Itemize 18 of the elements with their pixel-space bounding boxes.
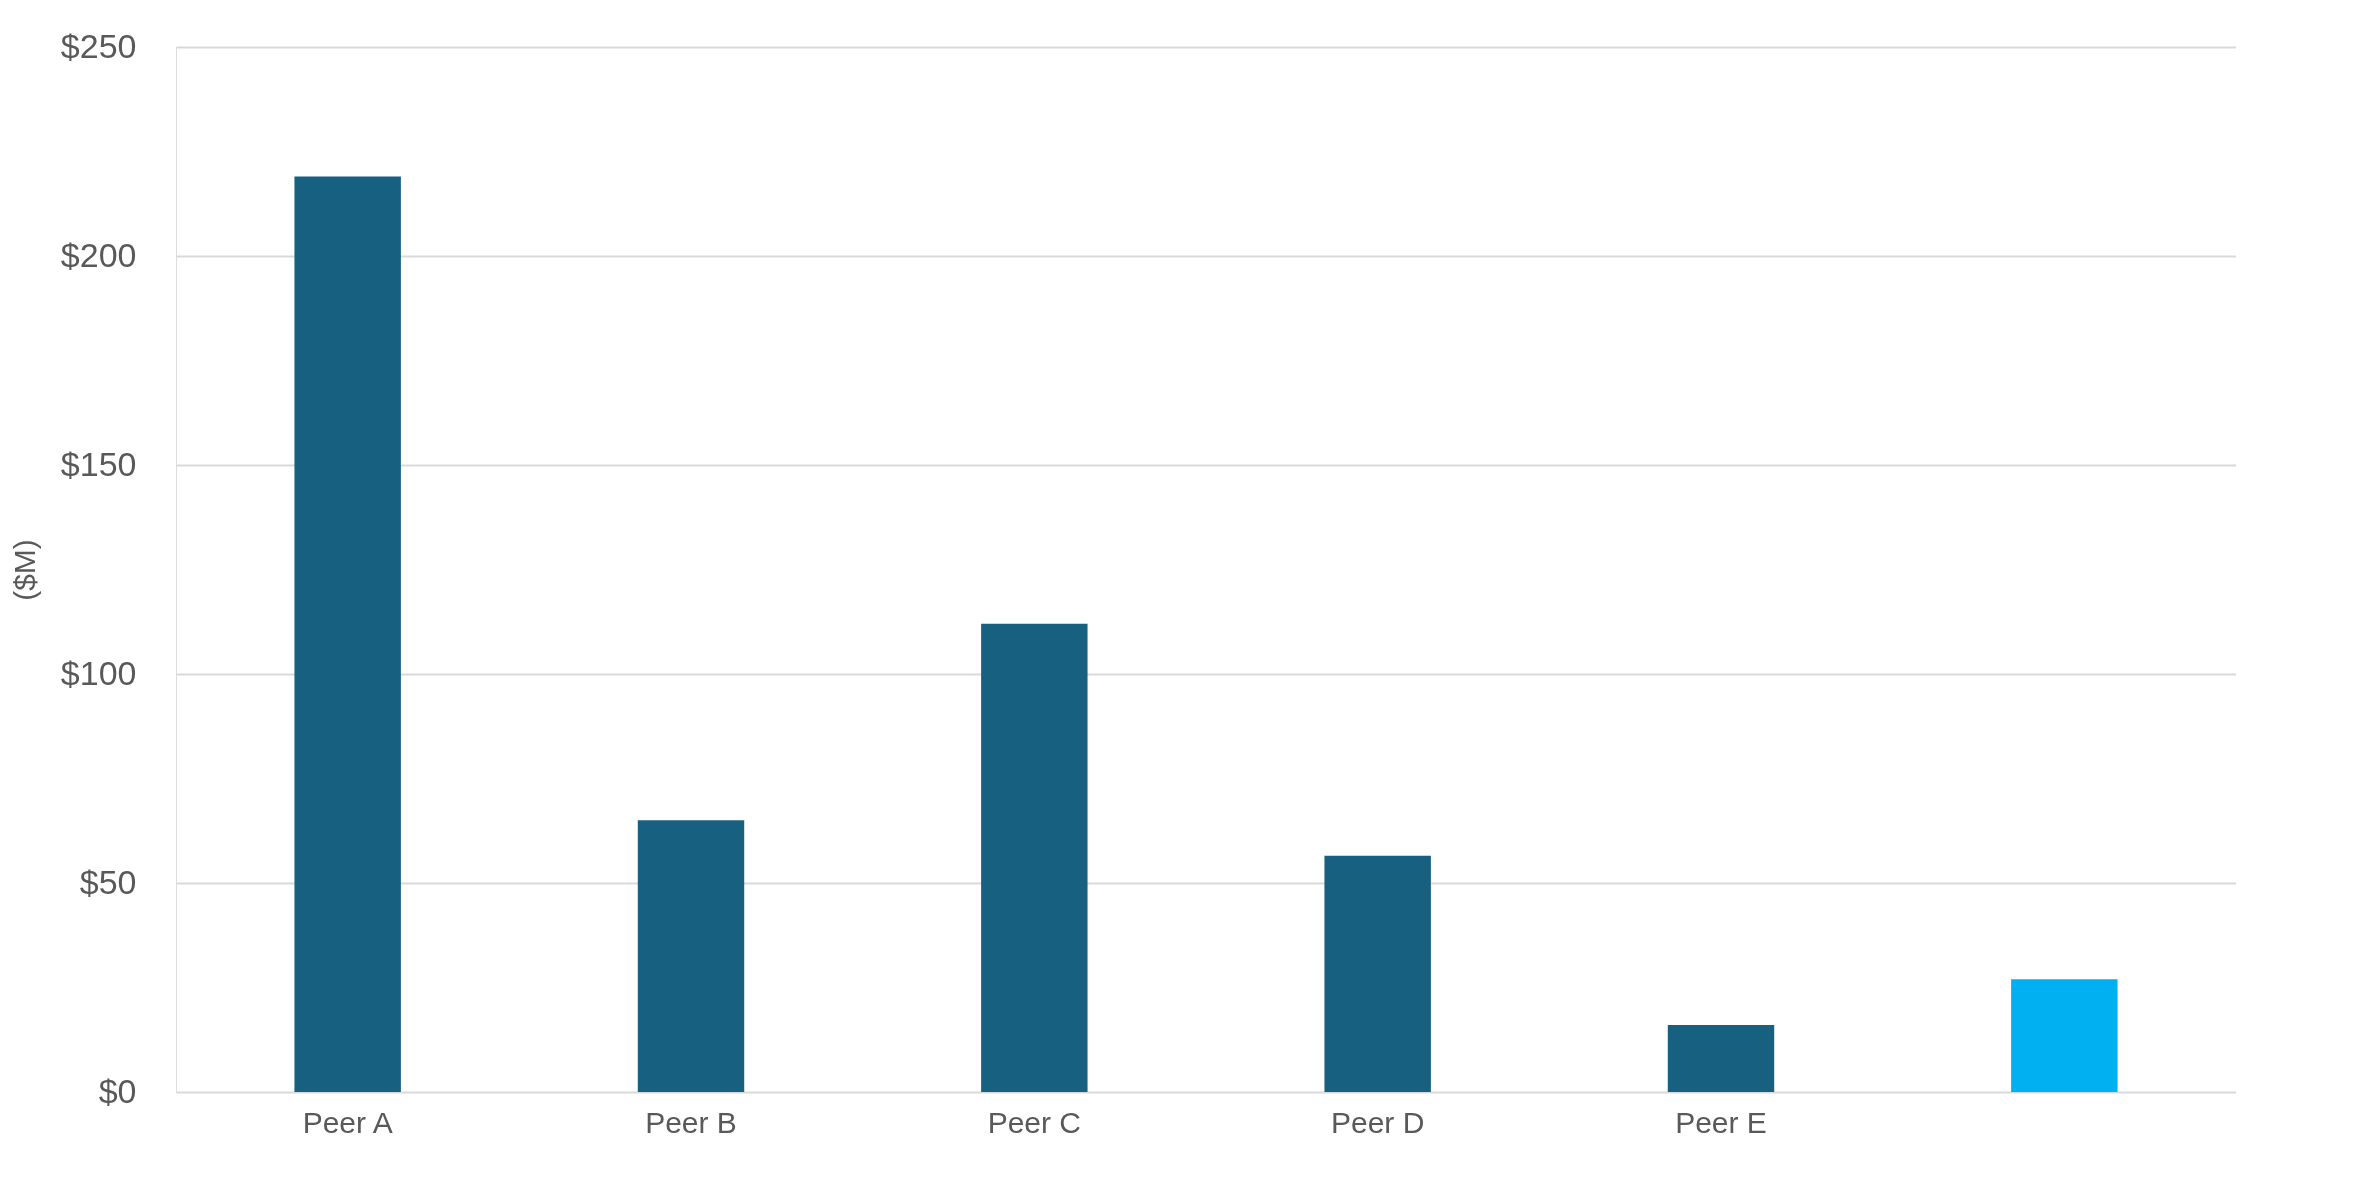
bar (2011, 979, 2118, 1092)
y-tick-label: $50 (79, 862, 137, 901)
bar (294, 176, 401, 1092)
x-tick-label: Peer D (1330, 1105, 1425, 1139)
y-tick-label: $200 (60, 235, 137, 274)
bar (1667, 1025, 1775, 1092)
x-tick-label: Peer C (987, 1105, 1082, 1139)
y-axis-title: ($M) (7, 539, 41, 601)
bar (981, 623, 1088, 1092)
y-tick-label: $250 (60, 26, 137, 65)
x-tick-label: Peer E (1675, 1105, 1767, 1139)
y-tick-label: $0 (98, 1071, 137, 1110)
x-tick-label: Peer B (645, 1105, 737, 1139)
bar (637, 820, 745, 1092)
y-tick-label: $150 (60, 444, 137, 483)
bar (1324, 855, 1431, 1092)
x-tick-label: Peer A (302, 1105, 393, 1139)
y-tick-label: $100 (60, 653, 137, 692)
